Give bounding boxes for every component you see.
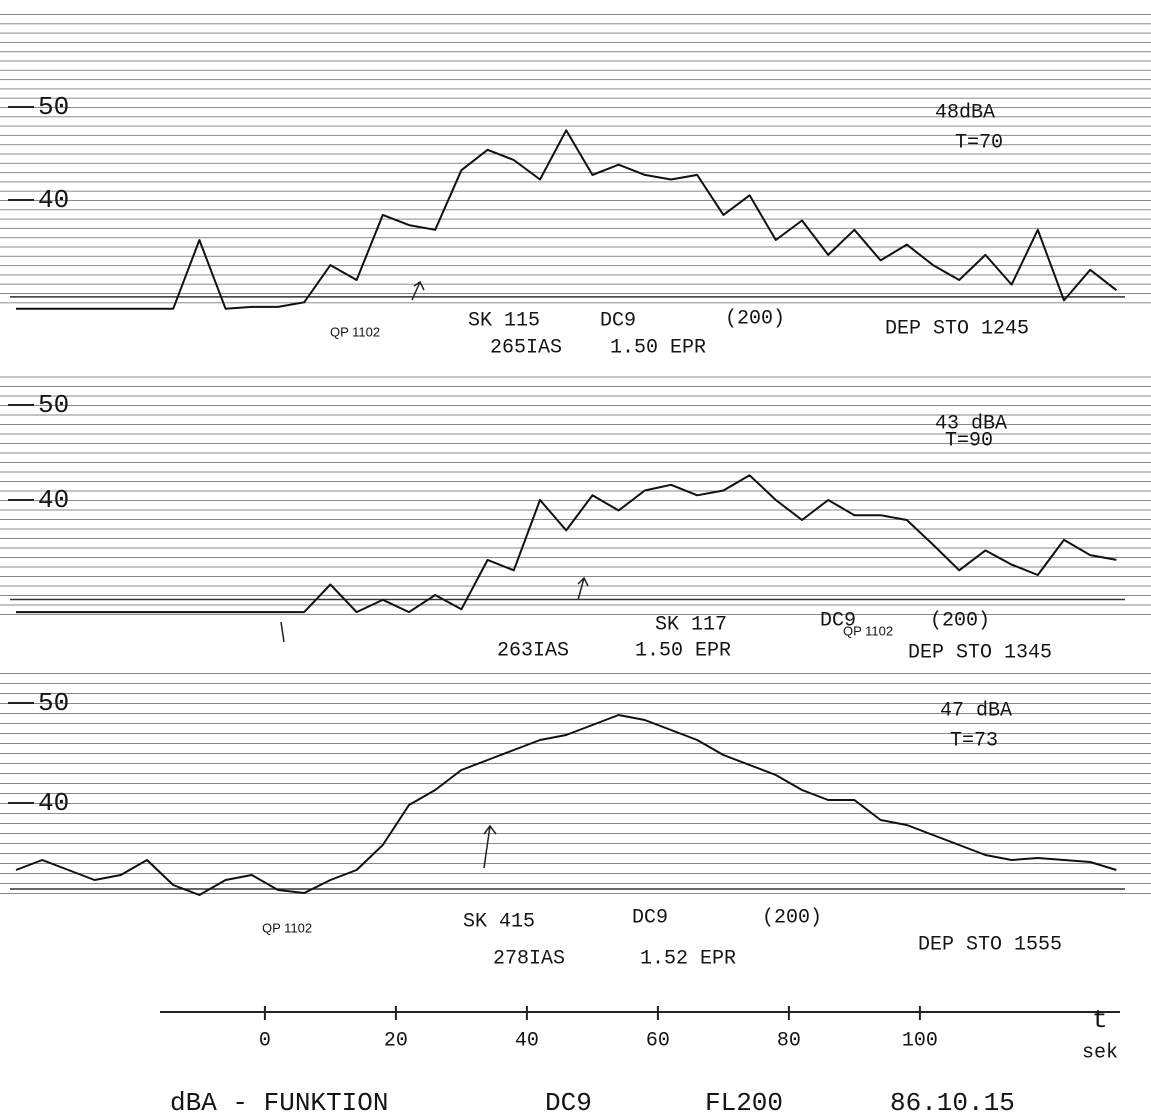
- annotation: 265IAS: [490, 336, 562, 359]
- y-tick-label: 40: [38, 485, 69, 515]
- trace: [15, 714, 1117, 896]
- y-tick-label: 50: [38, 688, 69, 718]
- ruled-paper: [0, 368, 1151, 618]
- x-tick-label: 0: [259, 1029, 271, 1052]
- annotation: DEP STO 1555: [918, 933, 1062, 956]
- x-tick-label: 20: [384, 1029, 408, 1052]
- annotation: 43 dBA: [935, 412, 1007, 435]
- annotation: DC9: [600, 309, 636, 332]
- annotation: 47 dBA: [940, 699, 1012, 722]
- annotation: T=70: [955, 131, 1003, 154]
- annotation: (200): [725, 307, 785, 330]
- x-tick-label: 80: [777, 1029, 801, 1052]
- annotation: QP 1102: [330, 324, 380, 339]
- annotation: SK 115: [468, 309, 540, 332]
- annotation: QP 1102: [843, 623, 893, 638]
- annotation: SK 415: [463, 910, 535, 933]
- annotation: 1.52 EPR: [640, 947, 736, 970]
- ruled-paper: [0, 665, 1151, 900]
- annotation: 278IAS: [493, 947, 565, 970]
- annotation: T=73: [950, 729, 998, 752]
- annotation: DEP STO 1245: [885, 317, 1029, 340]
- annotation: 48dBA: [935, 101, 995, 124]
- y-tick-label: 40: [38, 788, 69, 818]
- annotation: (200): [930, 609, 990, 632]
- annotation: T=90: [945, 429, 993, 452]
- trace: [16, 474, 1117, 614]
- annotation: 263IAS: [497, 639, 569, 662]
- annotation: DC9: [820, 609, 856, 632]
- trace: [16, 129, 1118, 310]
- x-tick-label: 60: [646, 1029, 670, 1052]
- annotation: (200): [762, 906, 822, 929]
- x-axis-label: t: [1092, 1005, 1108, 1035]
- footer-text: dBA - FUNKTION: [170, 1088, 388, 1118]
- x-axis-label: sek: [1082, 1041, 1118, 1064]
- annotation: SK 117: [655, 613, 727, 636]
- footer-text: DC9: [545, 1088, 592, 1118]
- y-tick-label: 50: [38, 92, 69, 122]
- annotation: DEP STO 1345: [908, 641, 1052, 664]
- footer-text: 86.10.15: [890, 1088, 1015, 1118]
- ruled-paper: [0, 10, 1151, 310]
- annotation: 1.50 EPR: [635, 639, 731, 662]
- annotation: QP 1102: [262, 920, 312, 935]
- y-tick-label: 50: [38, 390, 69, 420]
- annotation: 1.50 EPR: [610, 336, 706, 359]
- x-tick-label: 100: [902, 1029, 938, 1052]
- x-tick-label: 40: [515, 1029, 539, 1052]
- y-tick-label: 40: [38, 185, 69, 215]
- footer-text: FL200: [705, 1088, 783, 1118]
- annotation: DC9: [632, 906, 668, 929]
